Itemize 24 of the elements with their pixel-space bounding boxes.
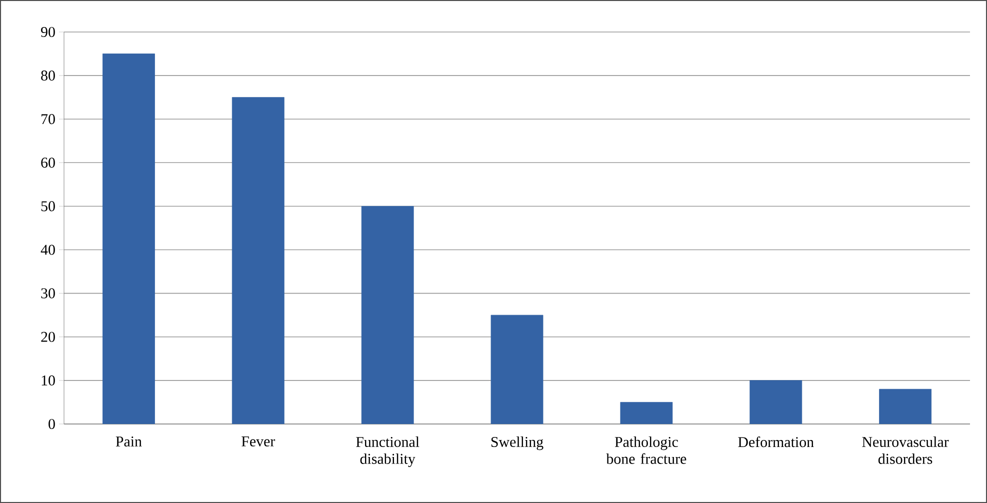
bar xyxy=(490,314,544,424)
x-tick-label: Deformation xyxy=(738,436,814,448)
y-tick-label: 70 xyxy=(42,114,55,124)
x-tick-label: Fever xyxy=(242,436,276,446)
y-tick-label: 20 xyxy=(41,332,55,342)
bar xyxy=(232,97,284,424)
y-tick-label: 90 xyxy=(41,26,55,38)
x-tick-label: Neurovascular disorders xyxy=(862,436,949,464)
y-tick-label: 80 xyxy=(41,70,55,81)
bar xyxy=(750,380,802,424)
bar xyxy=(879,388,932,424)
y-tick-label: 60 xyxy=(41,158,55,168)
x-tick-label: Functional disability xyxy=(356,436,420,468)
bar xyxy=(361,206,414,424)
y-tick-label: 30 xyxy=(41,288,55,298)
x-tick-label: Swelling xyxy=(491,436,544,450)
bar xyxy=(620,402,673,424)
x-tick-label: Pathologic bone fracture xyxy=(606,436,686,464)
x-tick-label: Pain xyxy=(116,436,142,447)
bar xyxy=(102,54,155,424)
y-tick-label: 50 xyxy=(41,201,55,212)
y-tick-label: 0 xyxy=(48,418,55,430)
y-tick-label: 10 xyxy=(42,375,55,386)
y-tick-label: 40 xyxy=(40,244,55,255)
